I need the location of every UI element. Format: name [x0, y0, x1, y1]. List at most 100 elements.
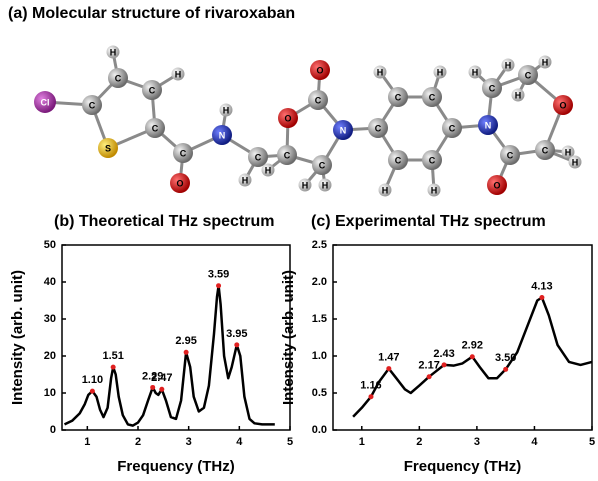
x-tick-label: 4: [531, 436, 538, 448]
x-tick-label: 3: [474, 436, 480, 448]
peak-marker: [386, 366, 391, 371]
peak-marker: [184, 350, 189, 355]
atom-label: O: [284, 113, 291, 123]
atom-label: C: [395, 92, 402, 102]
y-tick-label: 30: [44, 313, 56, 325]
atom-label: C: [180, 148, 187, 158]
atom-label: C: [315, 95, 322, 105]
y-tick-label: 10: [44, 387, 56, 399]
chart-title: (c) Experimental THz spectrum: [311, 213, 546, 230]
atom-label: H: [572, 157, 579, 167]
x-axis-label: Frequency (THz): [117, 458, 235, 475]
y-tick-label: 1.0: [312, 350, 327, 362]
x-tick-label: 1: [84, 436, 90, 448]
atom-label: N: [340, 125, 347, 135]
peak-marker: [503, 367, 508, 372]
atom-label: C: [375, 123, 382, 133]
atom-label: H: [302, 180, 309, 190]
x-tick-label: 4: [236, 436, 243, 448]
peak-label: 1.10: [82, 374, 103, 386]
atom-label: O: [493, 180, 500, 190]
peak-marker: [150, 385, 155, 390]
atom-label: H: [265, 165, 272, 175]
peak-marker: [234, 342, 239, 347]
atom-label: O: [559, 100, 566, 110]
x-axis-label: Frequency (THz): [404, 458, 522, 475]
x-tick-label: 5: [589, 436, 595, 448]
y-tick-label: 20: [44, 350, 56, 362]
atom-label: O: [176, 178, 183, 188]
peak-label: 1.16: [360, 380, 381, 392]
peak-label: 2.47: [151, 372, 172, 384]
atom-label: C: [525, 70, 532, 80]
atom-label: H: [437, 67, 444, 77]
peak-label: 1.51: [102, 350, 123, 362]
peak-label: 4.13: [531, 280, 552, 292]
atom-label: C: [152, 123, 159, 133]
y-tick-label: 0.5: [312, 387, 327, 399]
atom-label: C: [429, 92, 436, 102]
atom-label: C: [395, 155, 402, 165]
y-tick-label: 0.0: [312, 424, 327, 436]
atom-label: N: [219, 130, 226, 140]
peak-marker: [90, 389, 95, 394]
peak-marker: [216, 283, 221, 288]
atom-label: C: [115, 73, 122, 83]
peak-label: 3.95: [226, 328, 247, 340]
peak-marker: [539, 295, 544, 300]
atom-label: H: [565, 147, 572, 157]
atom-label: H: [223, 105, 230, 115]
atom-label: H: [542, 57, 549, 67]
y-tick-label: 0: [50, 424, 56, 436]
peak-label: 2.17: [418, 360, 439, 372]
y-tick-label: 1.5: [312, 313, 327, 325]
atom-label: H: [382, 185, 389, 195]
atom-label: N: [485, 120, 492, 130]
peak-label: 3.50: [495, 352, 516, 364]
atom-label: C: [542, 145, 549, 155]
x-tick-label: 5: [287, 436, 293, 448]
figure: (a) Molecular structure of rivaroxaban C…: [0, 0, 598, 481]
y-axis-label: Intensity (arb. unit): [280, 270, 297, 405]
plot-frame: [333, 245, 592, 430]
x-tick-label: 2: [416, 436, 422, 448]
atom-label: C: [284, 150, 291, 160]
atom-label: C: [449, 123, 456, 133]
chart-title: (b) Theoretical THz spectrum: [54, 213, 274, 230]
peak-label: 2.92: [462, 340, 483, 352]
peak-marker: [442, 362, 447, 367]
y-tick-label: 2.0: [312, 276, 327, 288]
peak-marker: [159, 387, 164, 392]
atom-label: S: [105, 143, 111, 153]
atom-label: H: [431, 185, 438, 195]
atom-label: O: [316, 65, 323, 75]
atom-label: H: [472, 67, 479, 77]
y-tick-label: 50: [44, 239, 56, 251]
panel-title: (a) Molecular structure of rivaroxaban: [8, 5, 295, 22]
peak-marker: [368, 394, 373, 399]
y-tick-label: 40: [44, 276, 56, 288]
atom-label: H: [110, 47, 117, 57]
peak-marker: [470, 354, 475, 359]
atom-label: H: [175, 69, 182, 79]
peak-marker: [111, 365, 116, 370]
atom-label: C: [507, 150, 514, 160]
atom-label: C: [429, 155, 436, 165]
x-tick-label: 2: [135, 436, 141, 448]
atom-label: H: [515, 90, 522, 100]
atom-label: H: [242, 175, 249, 185]
peak-label: 1.47: [378, 351, 399, 363]
atom-label: C: [319, 160, 326, 170]
atom-label: C: [149, 85, 156, 95]
atom-label: C: [255, 152, 262, 162]
atom-label: Cl: [41, 97, 50, 107]
peak-label: 3.59: [208, 269, 229, 281]
peak-label: 2.43: [433, 348, 454, 360]
atom-label: H: [322, 180, 329, 190]
x-tick-label: 1: [359, 436, 365, 448]
atom-label: H: [377, 67, 384, 77]
spectrum-line: [65, 286, 275, 426]
peak-label: 2.95: [175, 335, 196, 347]
peak-marker: [427, 374, 432, 379]
